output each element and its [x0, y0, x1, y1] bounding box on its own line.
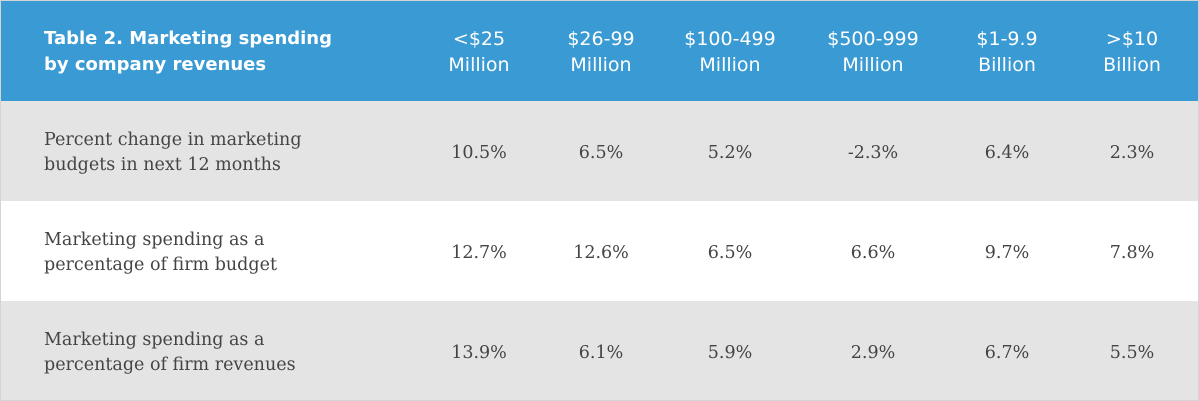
text-line: percentage of firm revenues — [44, 355, 296, 375]
cell-value: 6.7% — [985, 341, 1029, 366]
column-header: $100-499 Million — [684, 26, 775, 78]
text-line: 2.3% — [1109, 143, 1155, 163]
text-line: Million — [699, 54, 761, 76]
text-line: $1-9.9 — [976, 28, 1038, 50]
text-line: 6.4% — [984, 143, 1030, 163]
text-line: 6.5% — [578, 143, 624, 163]
text-line: Percent change in marketing — [44, 130, 302, 150]
cell-value: -2.3% — [848, 141, 898, 166]
text-line: -2.3% — [847, 143, 899, 163]
cell-value: 6.4% — [985, 141, 1029, 166]
text-line: percentage of firm budget — [44, 255, 277, 275]
cell-value: 10.5% — [451, 141, 507, 166]
cell-value: 12.6% — [573, 241, 629, 266]
text-line: Million — [570, 54, 632, 76]
text-line: $500-999 — [827, 28, 919, 50]
header-band — [1, 1, 1198, 101]
text-line: 5.5% — [1109, 343, 1155, 363]
text-line: Marketing spending as a — [44, 230, 265, 250]
text-line: Marketing spending as a — [44, 330, 265, 350]
text-line: 13.9% — [451, 343, 507, 363]
column-header: $500-999 Million — [827, 26, 918, 78]
table-title: Table 2. Marketing spending by company re… — [44, 26, 332, 78]
row-band — [1, 101, 1198, 201]
text-line: Table 2. Marketing spending — [44, 28, 333, 49]
column-header: >$10 Billion — [1103, 26, 1161, 78]
text-line: budgets in next 12 months — [44, 155, 281, 175]
cell-value: 5.9% — [708, 341, 752, 366]
cell-value: 6.5% — [579, 141, 623, 166]
text-line: <$25 — [452, 28, 506, 50]
cell-value: 2.3% — [1110, 141, 1154, 166]
row-label: Marketing spending as a percentage of fir… — [44, 228, 277, 278]
text-line: 6.6% — [850, 243, 896, 263]
text-line: Million — [448, 54, 510, 76]
row-band — [1, 201, 1198, 301]
text-line: $100-499 — [684, 28, 776, 50]
text-line: $26-99 — [567, 28, 635, 50]
text-line: 6.7% — [984, 343, 1030, 363]
cell-value: 6.5% — [708, 241, 752, 266]
cell-value: 9.7% — [985, 241, 1029, 266]
cell-value: 2.9% — [851, 341, 895, 366]
column-header: <$25 Million — [448, 26, 509, 78]
text-line: 9.7% — [984, 243, 1030, 263]
row-label: Marketing spending as a percentage of fir… — [44, 328, 296, 378]
text-line: >$10 — [1105, 28, 1159, 50]
text-line: 5.2% — [707, 143, 753, 163]
cell-value: 12.7% — [451, 241, 507, 266]
cell-value: 13.9% — [451, 341, 507, 366]
cell-value: 6.6% — [851, 241, 895, 266]
text-line: 10.5% — [451, 143, 507, 163]
text-line: 7.8% — [1109, 243, 1155, 263]
text-line: Million — [842, 54, 904, 76]
text-line: 12.7% — [451, 243, 507, 263]
text-line: Billion — [978, 54, 1036, 76]
cell-value: 5.2% — [708, 141, 752, 166]
text-line: 12.6% — [573, 243, 629, 263]
cell-value: 7.8% — [1110, 241, 1154, 266]
text-line: 6.5% — [707, 243, 753, 263]
column-header: $1-9.9 Billion — [976, 26, 1037, 78]
cell-value: 6.1% — [579, 341, 623, 366]
text-line: 5.9% — [707, 343, 753, 363]
text-line: by company revenues — [44, 54, 267, 75]
text-line: Billion — [1103, 54, 1161, 76]
column-header: $26-99 Million — [567, 26, 634, 78]
row-band — [1, 301, 1198, 400]
text-line: 6.1% — [578, 343, 624, 363]
row-label: Percent change in marketing budgets in ne… — [44, 128, 302, 178]
cell-value: 5.5% — [1110, 341, 1154, 366]
text-line: 2.9% — [850, 343, 896, 363]
